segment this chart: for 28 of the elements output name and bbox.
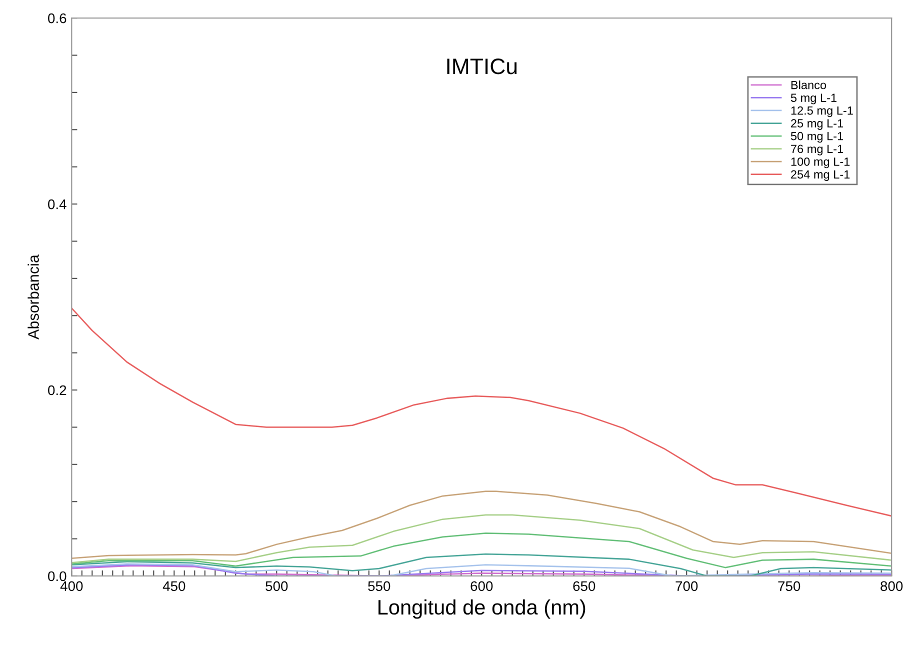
x-tick-label: 450 <box>162 581 186 592</box>
y-tick-label: 0.4 <box>48 199 66 210</box>
x-tick-label: 600 <box>470 581 493 592</box>
line-series <box>72 490 892 560</box>
x-tick-label: 500 <box>266 581 288 592</box>
y-tick-label: 0.0 <box>48 571 66 582</box>
legend-label: 5 mg L-1 <box>790 94 836 104</box>
x-tick-label: 750 <box>778 581 800 592</box>
x-tick-label: 700 <box>676 581 698 592</box>
x-tick-label: 800 <box>880 581 903 592</box>
x-axis-title: Longitud de onda (nm) <box>378 599 586 619</box>
legend-label: 12.5 mg L-1 <box>791 106 853 118</box>
legend-label: Blanco <box>791 80 826 90</box>
line-series <box>72 514 892 564</box>
x-tick-label: 400 <box>60 581 83 592</box>
x-tick-label: 550 <box>368 581 390 592</box>
legend-label: 100 mg L-1 <box>791 157 850 168</box>
text: IMTICu <box>447 58 517 74</box>
legend-label: 25 mg L-1 <box>791 119 844 130</box>
legend-label: 50 mg L-1 <box>790 132 844 143</box>
line-series <box>72 307 892 517</box>
legend-label: 76 mg L-1 <box>791 144 844 156</box>
legend-label: 254 mg L-1 <box>791 170 850 181</box>
y-tick-label: 0.2 <box>48 385 66 396</box>
line-series <box>72 532 892 568</box>
y-tick-label: 0.6 <box>48 13 66 24</box>
x-tick-label: 650 <box>573 581 596 592</box>
y-axis-title: Absorbancia <box>28 254 39 340</box>
